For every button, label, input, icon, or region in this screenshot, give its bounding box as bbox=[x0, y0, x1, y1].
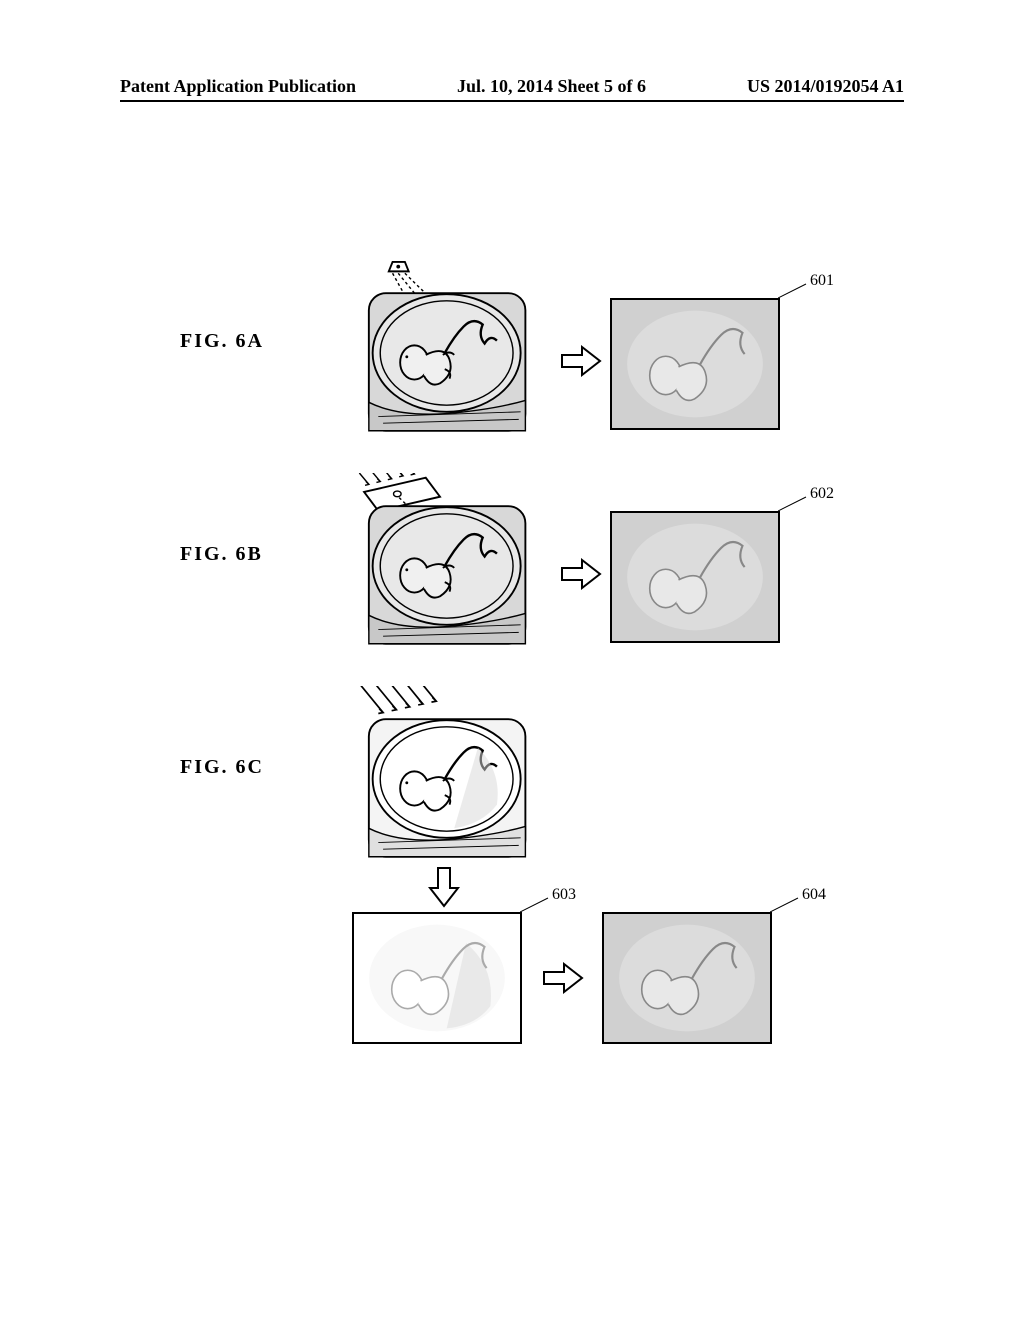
result-fetus-icon bbox=[604, 914, 770, 1042]
arrow-right-icon bbox=[542, 962, 584, 994]
fig-6b-row: FIG. 6B bbox=[180, 463, 904, 658]
patent-page: Patent Application Publication Jul. 10, … bbox=[0, 0, 1024, 1320]
fig-6c-row: FIG. 6C bbox=[180, 676, 904, 876]
womb-block bbox=[369, 506, 526, 644]
womb-block bbox=[369, 719, 526, 857]
fig-6a-row: FIG. 6A bbox=[180, 250, 904, 445]
header-center: Jul. 10, 2014 Sheet 5 of 6 bbox=[457, 76, 646, 97]
fig-6c-label: FIG. 6C bbox=[180, 756, 264, 779]
fig-6a-result bbox=[610, 298, 780, 430]
result-fetus-icon bbox=[612, 513, 778, 641]
ref-601: 601 bbox=[810, 272, 834, 290]
fig-6b-result bbox=[610, 511, 780, 643]
header-right: US 2014/0192054 A1 bbox=[747, 76, 904, 97]
arrow-right-icon bbox=[560, 345, 602, 377]
fig-6c-illustration bbox=[335, 686, 545, 871]
fig-6a-illustration bbox=[335, 260, 545, 445]
fig-6b-illustration bbox=[335, 473, 545, 658]
parallel-rays-icon bbox=[357, 686, 436, 714]
header-rule bbox=[120, 100, 904, 102]
arrow-down-icon bbox=[428, 866, 460, 908]
ref-603: 603 bbox=[552, 886, 576, 904]
fig-6c-result-603 bbox=[352, 912, 522, 1044]
result-fetus-icon bbox=[354, 914, 520, 1042]
fig-6a-label: FIG. 6A bbox=[180, 330, 264, 353]
ref-604: 604 bbox=[802, 886, 826, 904]
fig-6b-label: FIG. 6B bbox=[180, 543, 263, 566]
figure-area: FIG. 6A bbox=[180, 250, 904, 894]
arrow-right-icon bbox=[560, 558, 602, 590]
womb-block bbox=[369, 293, 526, 431]
ref-602: 602 bbox=[810, 485, 834, 503]
header-left: Patent Application Publication bbox=[120, 76, 356, 97]
fig-6c-result-604 bbox=[602, 912, 772, 1044]
result-fetus-icon bbox=[612, 300, 778, 428]
page-header: Patent Application Publication Jul. 10, … bbox=[0, 76, 1024, 97]
